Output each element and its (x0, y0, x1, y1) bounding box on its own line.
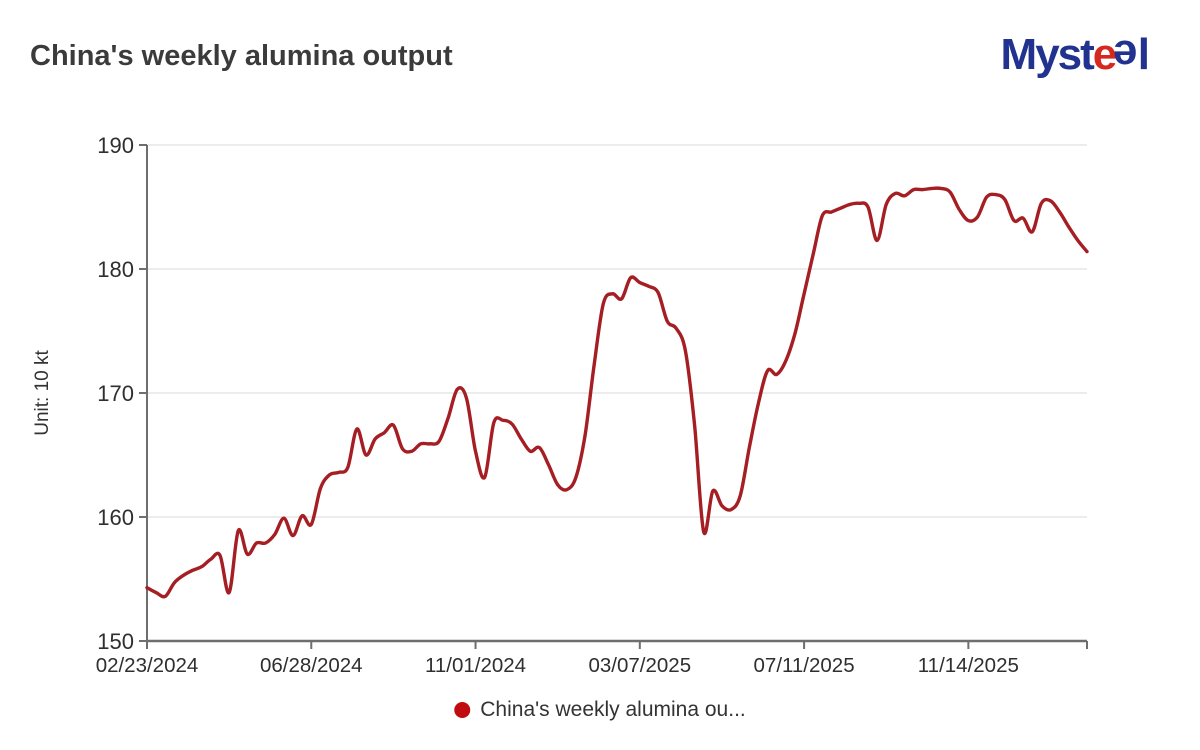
svg-text:Unit: 10 kt: Unit: 10 kt (32, 350, 53, 436)
logo-red-e-icon: e (1092, 30, 1118, 79)
alumina-series-line (145, 186, 1089, 599)
logo-text-myst: Myst (1000, 30, 1095, 79)
svg-text:03/07/2025: 03/07/2025 (589, 654, 692, 677)
svg-text:150: 150 (97, 629, 134, 654)
logo-text-l: l (1137, 30, 1150, 79)
legend-item-alumina-output[interactable]: China's weekly alumina ou... (454, 698, 746, 722)
svg-text:190: 190 (97, 133, 134, 158)
svg-text:160: 160 (97, 505, 134, 530)
legend-label: China's weekly alumina ou... (480, 698, 746, 721)
svg-text:06/28/2024: 06/28/2024 (260, 654, 363, 677)
svg-text:07/11/2025: 07/11/2025 (754, 654, 855, 677)
svg-text:180: 180 (97, 257, 134, 282)
svg-text:170: 170 (97, 381, 134, 406)
chart-title: China's weekly alumina output (30, 40, 453, 72)
svg-text:11/14/2025: 11/14/2025 (918, 654, 1019, 677)
legend-dot-icon (454, 702, 471, 718)
mysteel-logo: Mysteel (1000, 30, 1151, 80)
svg-text:11/01/2024: 11/01/2024 (425, 654, 526, 677)
svg-text:02/23/2024: 02/23/2024 (96, 654, 199, 677)
